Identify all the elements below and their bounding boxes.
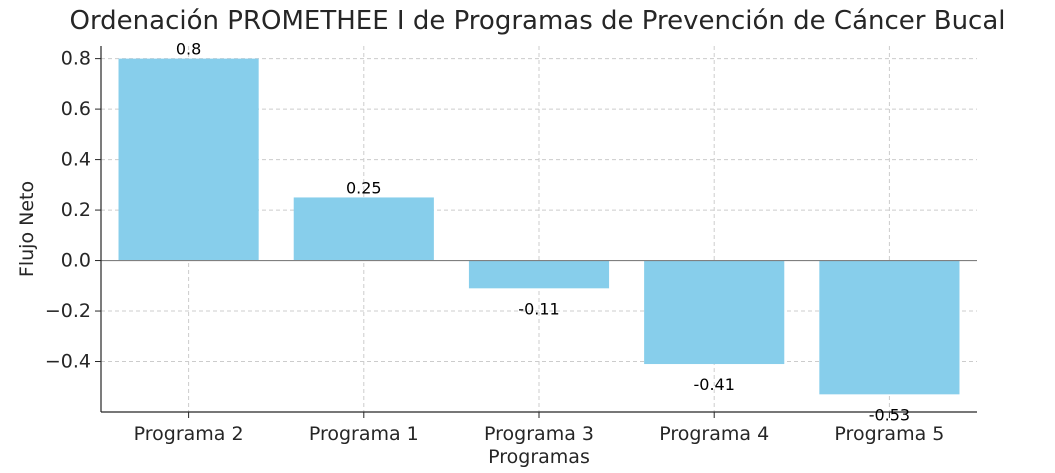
x-tick-label: Programa 2	[134, 423, 244, 445]
y-tick-label: 0.2	[61, 199, 91, 221]
bar-value-label: -0.41	[693, 375, 734, 394]
labels: 0.8 0.6 0.4 0.2 0.0 −0.2 −0.4 Programa 2 Program…	[45, 40, 945, 445]
bar	[644, 260, 785, 365]
y-tick-label: 0.6	[61, 98, 91, 120]
y-tick-label: −0.2	[45, 300, 91, 322]
x-tick-label: Programa 4	[659, 423, 769, 445]
bar	[293, 197, 434, 261]
bar	[819, 260, 960, 395]
y-axis-label: Flujo Neto	[16, 181, 38, 277]
bar	[118, 58, 259, 261]
x-tick-label: Programa 1	[309, 423, 419, 445]
bar-value-label: 0.8	[176, 40, 201, 59]
y-tick-label: −0.4	[45, 351, 91, 373]
bar-value-label: -0.11	[518, 299, 559, 318]
x-tick-label: Programa 5	[834, 423, 944, 445]
bar-value-label: -0.53	[869, 405, 910, 424]
bars	[118, 58, 960, 395]
y-tick-label: 0.0	[61, 250, 91, 272]
axes	[95, 46, 977, 418]
y-tick-label: 0.4	[61, 149, 91, 171]
y-tick-label: 0.8	[61, 48, 91, 70]
chart-title: Ordenación PROMETHEE I de Programas de P…	[69, 6, 1006, 36]
bar-value-label: 0.25	[346, 178, 382, 197]
x-tick-label: Programa 3	[484, 423, 594, 445]
x-axis-label: Programas	[488, 446, 590, 468]
bar	[468, 260, 610, 289]
